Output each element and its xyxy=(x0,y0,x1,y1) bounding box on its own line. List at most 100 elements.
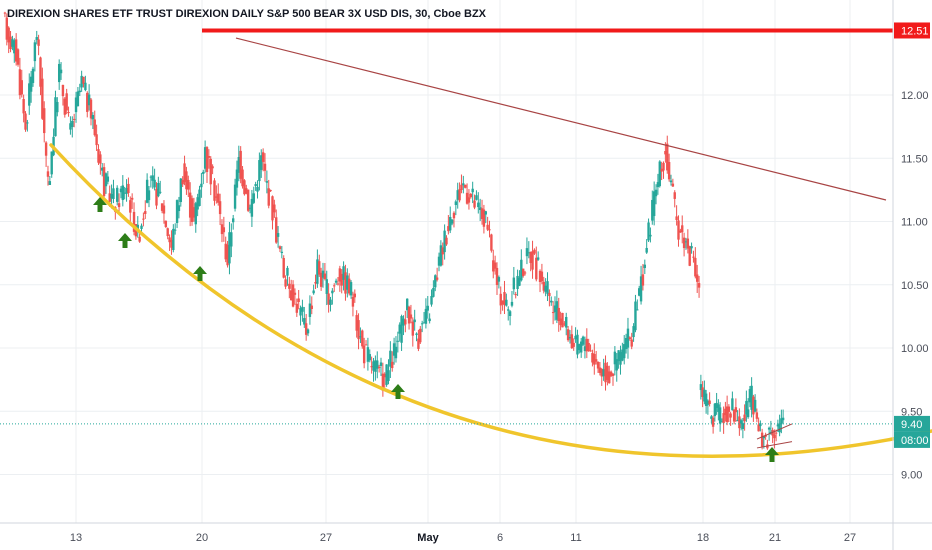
candle-up xyxy=(553,305,557,313)
candle-up xyxy=(376,360,379,369)
candle-down xyxy=(190,198,194,223)
candle-down xyxy=(503,292,506,306)
candle-up xyxy=(462,183,465,186)
x-tick-label: 18 xyxy=(697,532,709,544)
candle-down xyxy=(664,150,667,155)
candle-up xyxy=(258,160,261,182)
candle-up xyxy=(484,211,487,215)
candle-up xyxy=(704,393,708,406)
candle-up xyxy=(276,233,280,237)
candle-down xyxy=(585,338,589,352)
candle-down xyxy=(711,417,715,427)
candle-down xyxy=(773,434,776,439)
candle-down xyxy=(570,334,574,349)
candle-down xyxy=(774,432,778,434)
candle-up xyxy=(121,185,125,201)
candle-down xyxy=(271,196,274,221)
candle-down xyxy=(166,228,169,237)
candle-down xyxy=(404,319,407,325)
x-tick-label: 27 xyxy=(320,532,332,544)
candle-down xyxy=(755,412,759,419)
candle-down xyxy=(65,93,68,111)
candle-down xyxy=(170,239,173,248)
candle-up xyxy=(119,188,123,193)
candle-down xyxy=(492,260,495,272)
candle-up xyxy=(736,420,739,422)
candle-down xyxy=(701,387,704,397)
candle-down xyxy=(447,226,450,232)
candle-up xyxy=(426,305,429,311)
candle-up xyxy=(731,398,734,411)
candle-up xyxy=(781,417,785,421)
y-tick-label: 10.50 xyxy=(901,280,929,292)
candle-down xyxy=(409,314,413,319)
candle-down xyxy=(535,257,538,280)
candle-down xyxy=(499,293,502,306)
candle-up xyxy=(101,167,104,171)
candle-down xyxy=(181,180,184,185)
candle-down xyxy=(641,274,645,286)
candle-up xyxy=(231,218,235,223)
candle-down xyxy=(97,149,100,163)
candle-up xyxy=(115,187,119,202)
candle-up xyxy=(387,370,390,381)
candle-down xyxy=(419,328,422,343)
candle-up xyxy=(29,76,33,92)
candle-down xyxy=(732,409,736,422)
candle-down xyxy=(14,39,18,62)
candle-up xyxy=(202,171,205,174)
wedge-upper-line xyxy=(756,423,793,440)
candle-down xyxy=(734,407,738,413)
candle-up xyxy=(50,151,53,175)
candle-up xyxy=(252,193,255,203)
candle-up xyxy=(450,219,454,224)
candle-down xyxy=(587,343,590,352)
candle-up xyxy=(434,275,437,288)
x-tick-label: 21 xyxy=(769,532,781,544)
candle-up xyxy=(301,306,304,312)
candle-down xyxy=(269,190,272,192)
candle-up xyxy=(299,308,302,316)
candle-down xyxy=(43,108,46,134)
candle-down xyxy=(155,188,158,206)
candle-up xyxy=(475,195,478,200)
candle-up xyxy=(228,232,231,264)
candle-down xyxy=(353,293,357,298)
y-tick-label: 11.00 xyxy=(901,217,928,229)
candle-down xyxy=(692,256,695,258)
candle-down xyxy=(338,268,342,282)
descending-trendline xyxy=(235,37,887,201)
candle-down xyxy=(572,342,575,347)
y-tick-label: 9.50 xyxy=(901,406,922,418)
candle-down xyxy=(604,362,607,383)
candle-down xyxy=(183,163,186,183)
candle-up xyxy=(512,277,516,290)
candle-up xyxy=(767,427,771,430)
candle-up xyxy=(643,264,647,269)
candle-down xyxy=(697,283,701,288)
candle-down xyxy=(239,150,242,179)
candle-down xyxy=(357,320,360,340)
candle-up xyxy=(331,290,334,294)
candle-up xyxy=(422,322,426,324)
candle-down xyxy=(319,272,323,287)
y-tick-label: 10.00 xyxy=(901,343,929,355)
candle-down xyxy=(593,353,596,365)
candle-up xyxy=(392,343,396,356)
candle-up xyxy=(617,350,620,362)
candle-down xyxy=(679,230,682,233)
candle-down xyxy=(630,339,633,347)
candle-down xyxy=(16,49,20,65)
candle-up xyxy=(177,205,181,212)
candle-up xyxy=(454,201,458,206)
candle-up xyxy=(669,180,673,183)
candle-down xyxy=(551,312,555,314)
candle-down xyxy=(347,278,351,294)
up-arrow-icon xyxy=(193,266,207,281)
candle-down xyxy=(39,57,42,87)
candle-down xyxy=(465,192,469,204)
candle-up xyxy=(634,301,637,331)
candle-down xyxy=(760,432,764,447)
candle-up xyxy=(112,188,115,200)
